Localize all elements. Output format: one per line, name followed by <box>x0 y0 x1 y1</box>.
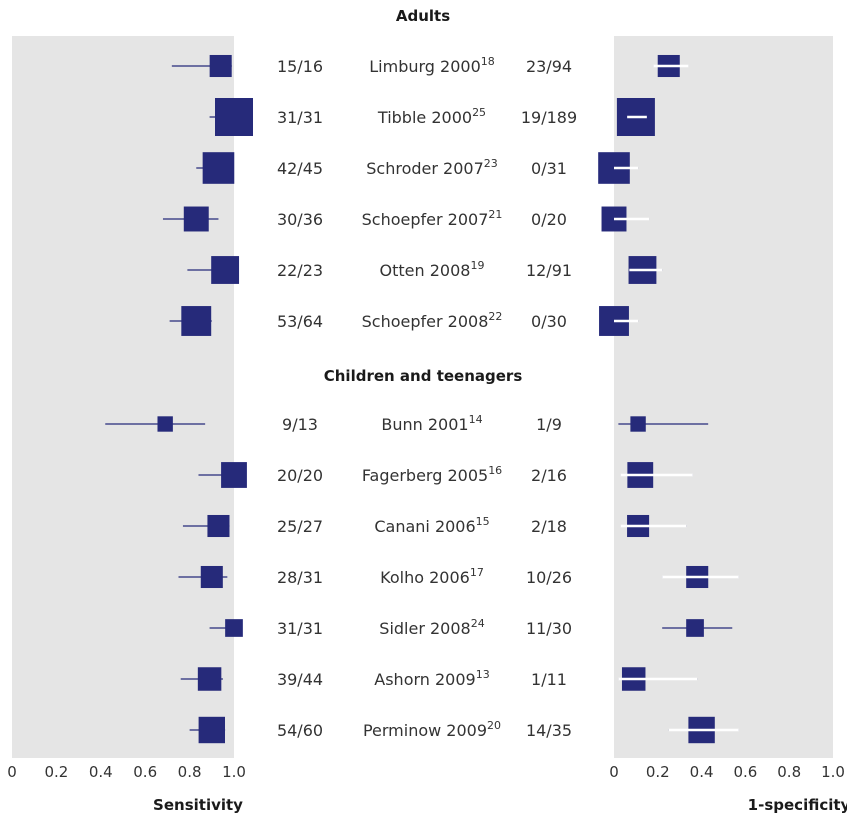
study-reference: 24 <box>471 617 485 630</box>
sensitivity-point-marker <box>183 206 209 232</box>
sensitivity-count: 31/31 <box>277 108 323 127</box>
sensitivity-point-marker <box>198 716 225 744</box>
sensitivity-count: 39/44 <box>277 670 323 689</box>
study-name: Perminow 200920 <box>363 719 501 740</box>
sensitivity-count: 9/13 <box>282 415 318 434</box>
x-tick-label: 1.0 <box>821 763 845 781</box>
specificity-count: 10/26 <box>526 568 572 587</box>
x-tick-label: 1.0 <box>222 763 246 781</box>
specificity-count: 0/31 <box>531 159 567 178</box>
study-reference: 15 <box>476 515 490 528</box>
x-tick-label: 0 <box>7 763 17 781</box>
sensitivity-point-marker <box>225 619 243 637</box>
specificity-count: 0/20 <box>531 210 567 229</box>
x-tick-label: 0.6 <box>733 763 757 781</box>
study-name: Otten 200819 <box>380 259 485 280</box>
specificity-count: 1/9 <box>536 415 562 434</box>
sensitivity-point-marker <box>207 514 230 538</box>
study-label: Limburg 2000 <box>369 57 481 76</box>
sensitivity-count: 15/16 <box>277 57 323 76</box>
sensitivity-count: 30/36 <box>277 210 323 229</box>
sensitivity-count: 25/27 <box>277 517 323 536</box>
study-name: Schoepfer 200822 <box>362 310 503 331</box>
x-tick-label: 0 <box>609 763 619 781</box>
sensitivity-count: 53/64 <box>277 312 323 331</box>
x-tick-label: 0.4 <box>89 763 113 781</box>
specificity-count: 12/91 <box>526 261 572 280</box>
left-panel-background <box>12 36 234 758</box>
study-reference: 20 <box>487 719 501 732</box>
specificity-count: 1/11 <box>531 670 567 689</box>
sensitivity-point-marker <box>200 565 223 589</box>
study-label: Schroder 2007 <box>366 159 484 178</box>
study-label: Ashorn 2009 <box>374 670 475 689</box>
study-reference: 18 <box>481 55 495 68</box>
study-reference: 23 <box>484 157 498 170</box>
study-name: Tibble 200025 <box>377 106 486 127</box>
study-label: Otten 2008 <box>380 261 471 280</box>
x-tick-label: 0.8 <box>178 763 202 781</box>
study-reference: 25 <box>472 106 486 119</box>
x-tick-label: 0.2 <box>44 763 68 781</box>
sensitivity-count: 42/45 <box>277 159 323 178</box>
sensitivity-count: 20/20 <box>277 466 323 485</box>
group-label: Adults <box>396 7 450 25</box>
sensitivity-point-marker <box>209 54 232 78</box>
sensitivity-count: 28/31 <box>277 568 323 587</box>
x-tick-label: 0.4 <box>690 763 714 781</box>
specificity-count: 23/94 <box>526 57 572 76</box>
study-reference: 13 <box>476 668 490 681</box>
study-name: Bunn 200114 <box>381 413 482 434</box>
study-name: Ashorn 200913 <box>374 668 489 689</box>
specificity-count: 2/16 <box>531 466 567 485</box>
sensitivity-count: 54/60 <box>277 721 323 740</box>
sensitivity-point-marker <box>211 256 240 284</box>
sensitivity-point-marker <box>202 152 235 184</box>
study-reference: 16 <box>488 464 502 477</box>
study-label: Tibble 2000 <box>377 108 472 127</box>
study-label: Canani 2006 <box>374 517 475 536</box>
right-panel-background <box>614 36 833 758</box>
sensitivity-point-marker <box>181 306 212 336</box>
study-reference: 19 <box>470 259 484 272</box>
study-label: Schoepfer 2008 <box>362 312 489 331</box>
study-reference: 14 <box>469 413 483 426</box>
study-name: Fagerberg 200516 <box>362 464 502 485</box>
specificity-count: 0/30 <box>531 312 567 331</box>
study-reference: 21 <box>488 208 502 221</box>
sensitivity-point-marker <box>197 667 222 691</box>
study-name: Canani 200615 <box>374 515 489 536</box>
specificity-count: 2/18 <box>531 517 567 536</box>
study-name: Kolho 200617 <box>380 566 484 587</box>
study-label: Schoepfer 2007 <box>362 210 489 229</box>
specificity-count: 19/189 <box>521 108 577 127</box>
sensitivity-point-marker <box>221 462 247 488</box>
study-label: Perminow 2009 <box>363 721 487 740</box>
specificity-count: 11/30 <box>526 619 572 638</box>
study-label: Sidler 2008 <box>379 619 470 638</box>
specificity-axis-label: 1-specificity <box>748 796 847 814</box>
x-tick-label: 0.2 <box>646 763 670 781</box>
sensitivity-point-marker <box>215 98 253 136</box>
study-label: Fagerberg 2005 <box>362 466 488 485</box>
study-name: Schroder 200723 <box>366 157 498 178</box>
x-tick-label: 0.6 <box>133 763 157 781</box>
study-label: Bunn 2001 <box>381 415 468 434</box>
sensitivity-count: 31/31 <box>277 619 323 638</box>
study-reference: 17 <box>470 566 484 579</box>
study-name: Schoepfer 200721 <box>362 208 503 229</box>
specificity-count: 14/35 <box>526 721 572 740</box>
sensitivity-point-marker <box>157 416 173 432</box>
sensitivity-count: 22/23 <box>277 261 323 280</box>
specificity-point-marker <box>686 619 704 637</box>
sensitivity-axis-label: Sensitivity <box>153 796 243 814</box>
study-name: Sidler 200824 <box>379 617 484 638</box>
study-name: Limburg 200018 <box>369 55 495 76</box>
specificity-point-marker <box>630 416 646 432</box>
group-label: Children and teenagers <box>324 367 523 385</box>
study-label: Kolho 2006 <box>380 568 470 587</box>
study-reference: 22 <box>488 310 502 323</box>
x-tick-label: 0.8 <box>777 763 801 781</box>
